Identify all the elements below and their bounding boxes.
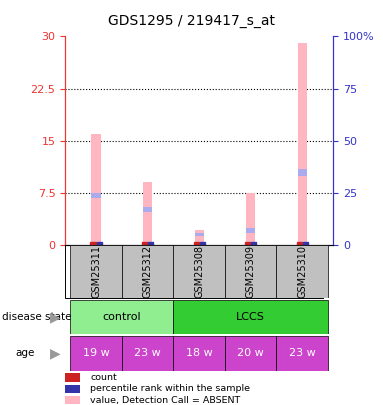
Bar [142,242,147,245]
Bar [70,245,122,298]
Text: 23 w: 23 w [134,348,161,358]
Bar [90,242,95,245]
Text: ▶: ▶ [50,346,61,360]
Bar [195,232,204,236]
Bar [173,336,225,371]
Bar [200,242,205,245]
Bar [251,242,256,245]
Bar [92,193,101,198]
Text: 19 w: 19 w [83,348,110,358]
Bar [246,228,255,232]
Bar [173,300,328,334]
Text: GSM25308: GSM25308 [194,245,204,298]
Text: LCCS: LCCS [236,312,265,322]
Bar [143,182,152,245]
Text: count: count [90,373,117,382]
Bar [303,242,308,245]
Bar [143,207,152,212]
Bar [92,134,101,245]
Bar [277,245,328,298]
Bar [245,242,250,245]
Bar [246,193,255,245]
Bar [173,245,225,298]
Text: GDS1295 / 219417_s_at: GDS1295 / 219417_s_at [108,14,275,28]
Text: GSM25311: GSM25311 [91,245,101,298]
Text: value, Detection Call = ABSENT: value, Detection Call = ABSENT [90,396,240,405]
Text: 18 w: 18 w [186,348,213,358]
Text: ▶: ▶ [50,310,61,324]
Bar [298,43,307,245]
Bar [225,336,277,371]
Bar [297,242,302,245]
Bar [70,300,173,334]
Bar [70,336,122,371]
Bar [277,336,328,371]
Text: GSM25310: GSM25310 [297,245,307,298]
Text: 23 w: 23 w [289,348,316,358]
Text: GSM25309: GSM25309 [246,245,256,298]
Text: percentile rank within the sample: percentile rank within the sample [90,384,250,393]
Bar [193,242,199,245]
Text: 20 w: 20 w [237,348,264,358]
Bar [298,168,307,175]
Text: control: control [103,312,141,322]
Bar [225,245,277,298]
Text: age: age [15,348,35,358]
Bar [122,336,173,371]
Bar [122,245,173,298]
Bar [97,242,101,245]
Text: GSM25312: GSM25312 [142,245,152,298]
Bar [148,242,153,245]
Text: disease state: disease state [2,312,71,322]
Bar [195,230,204,245]
